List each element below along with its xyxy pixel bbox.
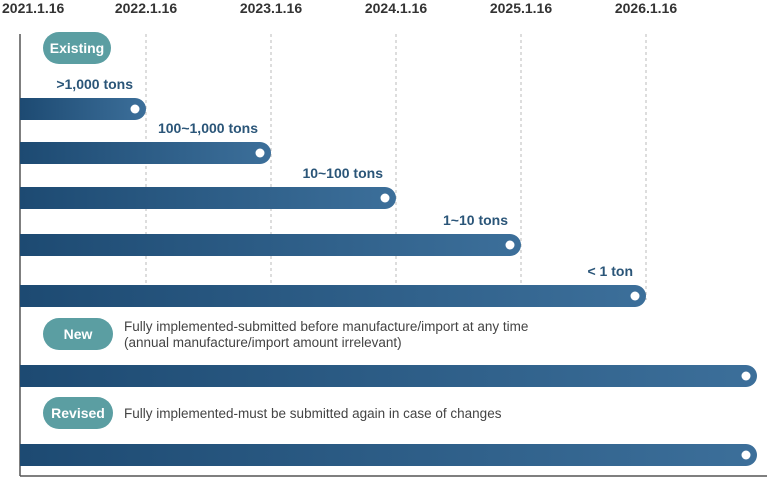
bar-end-dot — [255, 148, 265, 158]
bar-end-dot — [741, 371, 751, 381]
timeline-bar — [20, 285, 646, 307]
bar-label: >1,000 tons — [56, 76, 133, 92]
section-pill: New — [43, 318, 113, 350]
timeline-bar — [20, 444, 757, 466]
section-pill-label: Existing — [50, 40, 104, 56]
timeline-bar — [20, 234, 521, 256]
bar-label: < 1 ton — [587, 263, 633, 279]
bar-label: 10~100 tons — [302, 165, 383, 181]
section-pill-label: New — [64, 326, 93, 342]
section-pill: Revised — [43, 397, 113, 429]
x-tick-label: 2023.1.16 — [240, 0, 302, 16]
bar-end-dot — [505, 240, 515, 250]
bar-label: 100~1,000 tons — [158, 120, 258, 136]
bar-label: 1~10 tons — [443, 212, 508, 228]
x-tick-label: 2026.1.16 — [615, 0, 677, 16]
bar-end-dot — [630, 291, 640, 301]
x-tick-labels: 2021.1.16 2022.1.16 2023.1.16 2024.1.16 2025… — [2, 0, 677, 16]
timeline-bar — [20, 187, 396, 209]
section-note: Fully implemented-must be submitted agai… — [124, 406, 502, 421]
bar-end-dot — [380, 193, 390, 203]
section-note: (annual manufacture/import amount irrele… — [124, 335, 402, 350]
section-pill: Existing — [43, 32, 111, 64]
x-tick-label: 2024.1.16 — [365, 0, 427, 16]
bar-end-dot — [130, 104, 140, 114]
x-tick-label: 2025.1.16 — [490, 0, 552, 16]
timeline-bar — [20, 98, 146, 120]
section-note: Fully implemented-submitted before manuf… — [124, 319, 528, 334]
x-tick-label: 2022.1.16 — [115, 0, 177, 16]
x-tick-label: 2021.1.16 — [2, 0, 64, 16]
timeline-bar — [20, 365, 757, 387]
bar-end-dot — [741, 450, 751, 460]
gridlines — [145, 34, 647, 300]
timeline-bar — [20, 142, 271, 164]
sections: Existing >1,000 tons 100~1,000 tons 10~100 … — [20, 32, 757, 466]
section-pill-label: Revised — [51, 405, 105, 421]
